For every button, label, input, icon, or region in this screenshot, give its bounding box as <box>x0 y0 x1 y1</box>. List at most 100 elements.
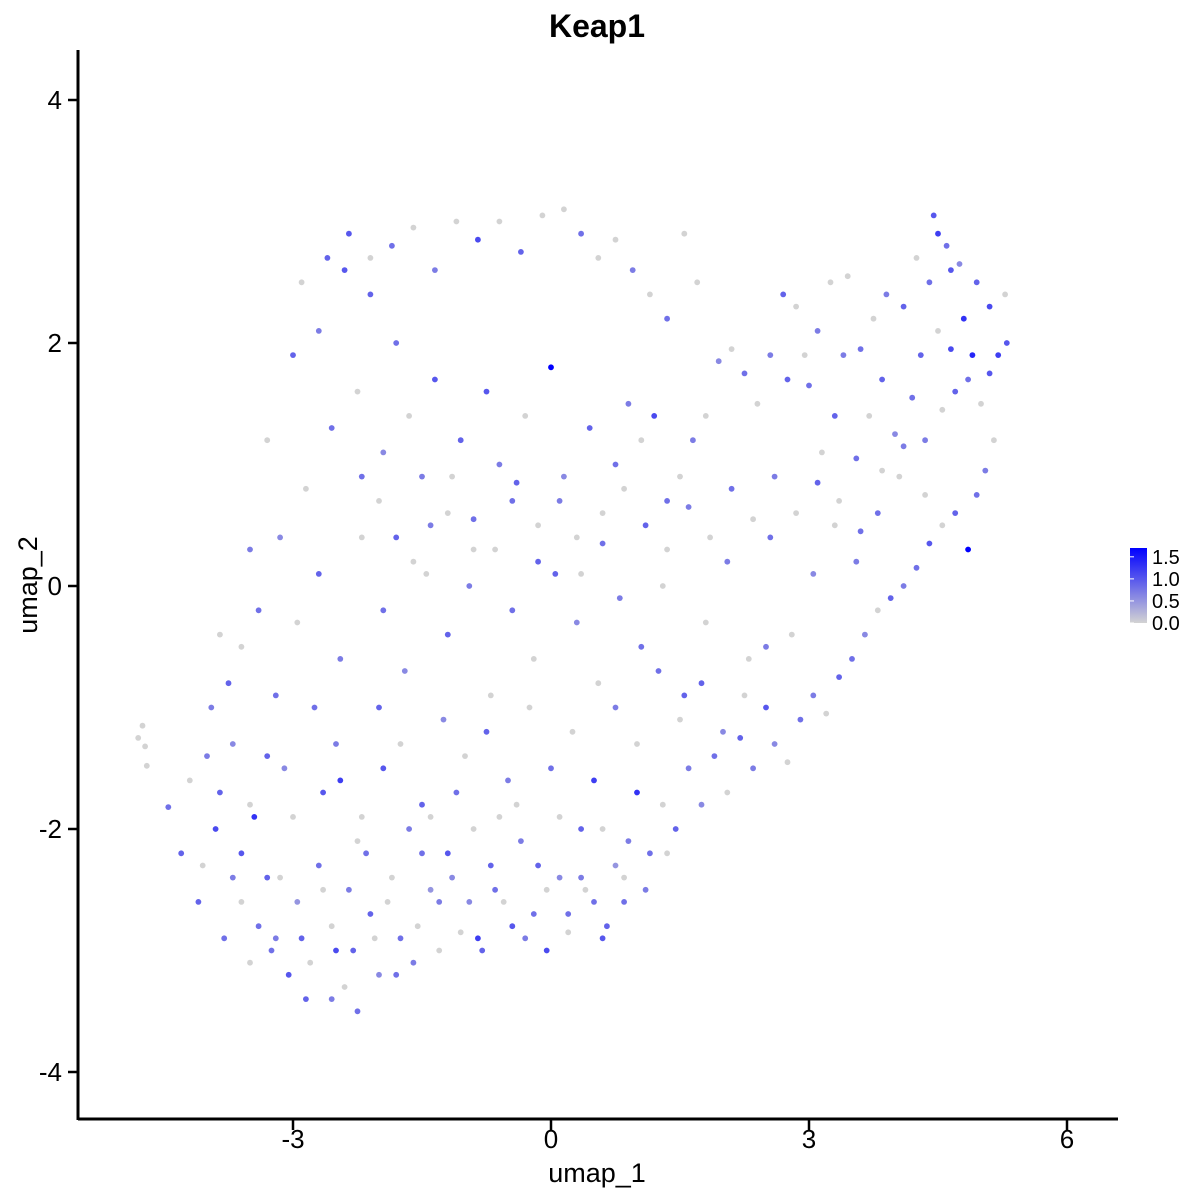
cell-point <box>836 674 842 680</box>
cell-point <box>629 267 636 273</box>
cell-point <box>745 656 752 662</box>
cell-point <box>702 619 709 626</box>
cell-point <box>393 971 400 978</box>
cell-point <box>350 947 357 954</box>
cell-point <box>763 704 769 711</box>
cell-point <box>612 461 619 468</box>
cell-point <box>432 267 438 273</box>
cell-point <box>913 255 920 261</box>
cell-point <box>715 358 722 365</box>
cell-point <box>432 376 438 383</box>
cell-point <box>535 522 541 529</box>
cell-point <box>354 838 361 844</box>
cell-point <box>406 413 412 419</box>
cell-point <box>268 947 275 954</box>
cell-point <box>427 814 434 820</box>
cell-point <box>986 303 993 310</box>
cell-point <box>449 473 455 480</box>
cell-point <box>247 959 253 966</box>
cell-point <box>595 255 602 261</box>
cell-point <box>586 425 593 431</box>
cell-point <box>307 959 314 966</box>
cell-point <box>831 413 838 419</box>
cell-point <box>229 874 236 881</box>
cell-point <box>672 826 679 832</box>
cell-point <box>303 485 309 492</box>
cell-point <box>909 394 916 401</box>
cell-point <box>767 352 774 358</box>
cell-point <box>444 850 451 857</box>
cell-point <box>272 935 279 942</box>
cell-point <box>513 479 520 486</box>
cell-point <box>397 741 404 747</box>
cell-point <box>277 874 283 881</box>
cell-point <box>346 230 352 237</box>
cell-point <box>578 874 584 881</box>
points-layer <box>135 206 1010 1015</box>
cell-point <box>827 279 834 286</box>
cell-point <box>251 814 258 820</box>
cell-point <box>389 242 395 249</box>
cell-point <box>294 619 301 626</box>
cell-point <box>298 935 305 942</box>
cell-point <box>681 692 688 699</box>
cell-point <box>401 668 408 674</box>
cell-point <box>939 406 946 413</box>
y-tick-label: 4 <box>48 85 62 115</box>
cell-point <box>969 352 976 358</box>
cell-point <box>285 971 292 978</box>
cell-point <box>221 935 228 942</box>
cell-point <box>483 388 490 395</box>
cell-point <box>986 370 993 377</box>
cell-point <box>367 291 374 298</box>
cell-point <box>367 911 374 917</box>
cell-point <box>642 522 649 529</box>
cell-point <box>948 346 954 352</box>
cell-point <box>556 874 563 881</box>
cell-point <box>578 571 584 577</box>
cell-point <box>814 479 821 486</box>
legend-label: 0.5 <box>1152 591 1180 613</box>
cell-point <box>466 583 473 589</box>
cell-point <box>324 255 331 261</box>
cell-point <box>320 789 326 796</box>
cell-point <box>763 643 769 650</box>
cell-point <box>565 911 572 917</box>
cell-point <box>698 680 705 687</box>
cell-point <box>298 279 305 286</box>
cell-point <box>659 801 666 808</box>
legend-labels: 0.00.51.01.5 <box>1130 547 1180 635</box>
cell-point <box>440 716 447 723</box>
y-tick-label: -4 <box>39 1057 62 1087</box>
cell-point <box>655 668 662 674</box>
cell-point <box>793 303 799 310</box>
cell-point <box>991 437 997 444</box>
cell-point <box>935 230 941 237</box>
cell-point <box>784 759 791 766</box>
cell-point <box>973 279 980 286</box>
cell-point <box>900 443 907 450</box>
cell-point <box>264 437 271 444</box>
cell-point <box>659 583 666 589</box>
cell-point <box>522 935 529 942</box>
x-tick-label: 6 <box>1060 1124 1074 1154</box>
cell-point <box>862 631 868 638</box>
cell-point <box>556 814 563 820</box>
cell-point <box>573 619 580 626</box>
color-legend: 0.00.51.01.5 <box>1130 547 1180 635</box>
cell-point <box>238 899 245 905</box>
cell-point <box>315 571 322 577</box>
cell-point <box>849 656 855 662</box>
cell-point <box>922 492 928 498</box>
cell-point <box>1002 291 1008 298</box>
cell-point <box>561 473 567 480</box>
cell-point <box>247 546 253 553</box>
legend-colorbar <box>1130 548 1147 623</box>
cell-point <box>952 510 959 516</box>
cell-point <box>853 455 860 462</box>
cell-point <box>728 346 735 352</box>
cell-point <box>303 996 309 1002</box>
cell-point <box>436 947 443 954</box>
cell-point <box>277 534 283 541</box>
cell-point <box>337 656 344 662</box>
